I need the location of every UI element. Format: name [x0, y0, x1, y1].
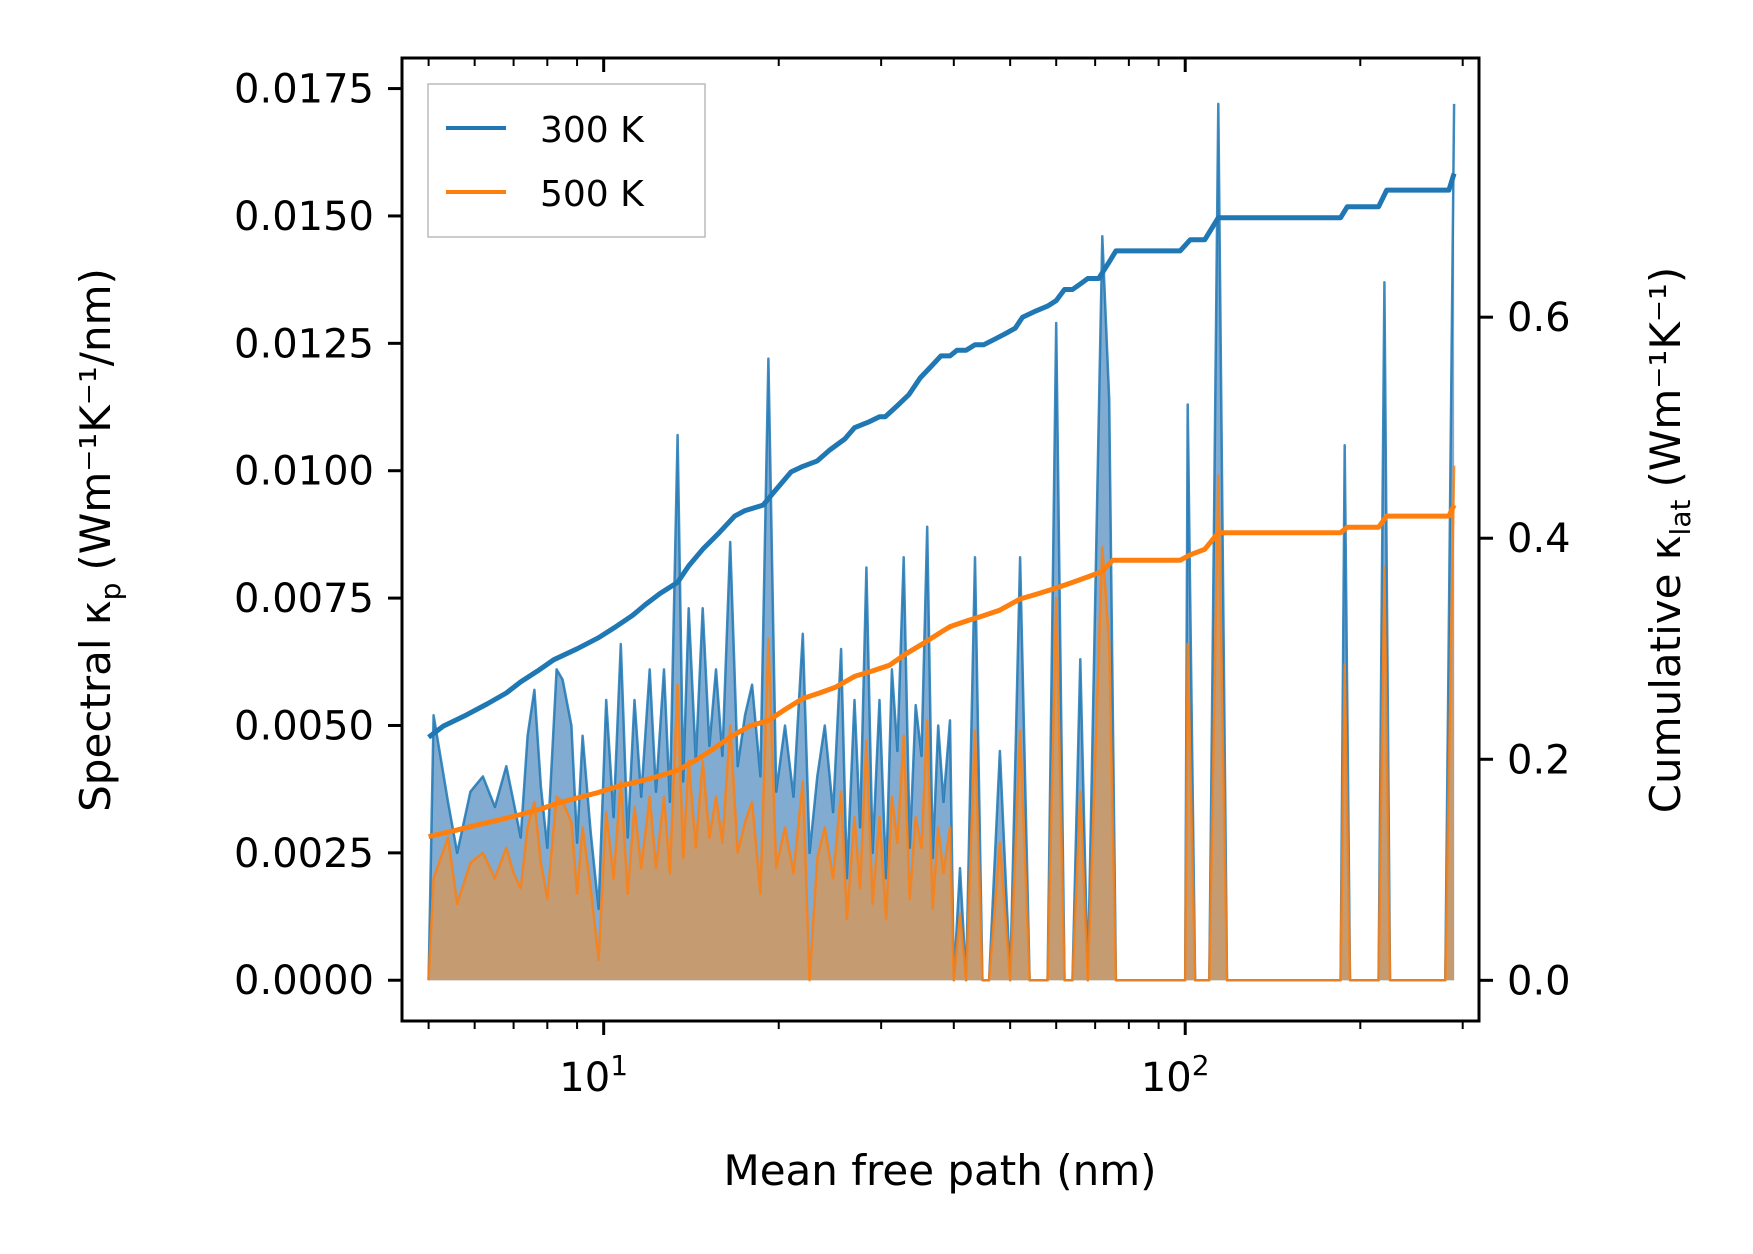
y-right-tick-label: 0.4 [1507, 516, 1571, 562]
plot-layer [427, 102, 1457, 982]
y-left-tick-label: 0.0125 [234, 321, 374, 367]
y-left-label-text: Spectral κ [71, 600, 120, 812]
y-right-tick-label: 0.0 [1507, 958, 1571, 1004]
spectral-line-500k [427, 465, 1456, 982]
legend: 300 K 500 K [427, 83, 706, 238]
cumulative-line-300k [427, 172, 1457, 740]
x-tick-label: 101 [559, 1049, 628, 1101]
y-left-label-subscript: p [94, 583, 127, 601]
spectral-line-300k [427, 102, 1456, 982]
y-left-label-unit: (Wm⁻¹K⁻¹/nm) [71, 268, 120, 570]
y-left-tick-label: 0.0050 [234, 703, 374, 749]
legend-label-300k: 300 K [540, 110, 645, 151]
y-left-tick-label: 0.0075 [234, 576, 374, 622]
y-left-tick-label: 0.0000 [234, 958, 374, 1004]
y-right-axis-label: Cumulative κlat (Wm⁻¹K⁻¹) [1641, 267, 1697, 814]
y-left-tick-label: 0.0175 [234, 67, 374, 113]
y-left-tick-label: 0.0150 [234, 194, 374, 240]
y-right-tick-label: 0.2 [1507, 737, 1571, 783]
x-tick-label: 102 [1141, 1049, 1210, 1101]
legend-box [427, 83, 706, 238]
y-left-tick-label: 0.0100 [234, 449, 374, 495]
y-right-label-subscript: lat [1664, 500, 1697, 536]
ticks-layer: 0.00000.00250.00500.00750.01000.01250.01… [234, 58, 1571, 1101]
cumulative-line-500k [428, 504, 1457, 840]
y-left-axis-label: Spectral κp (Wm⁻¹K⁻¹/nm) [71, 268, 127, 812]
y-right-label-text: Cumulative κ [1641, 535, 1690, 813]
y-right-label-unit: (Wm⁻¹K⁻¹) [1641, 267, 1690, 488]
y-left-tick-label: 0.0025 [234, 831, 374, 877]
x-axis-label: Mean free path (nm) [723, 1146, 1156, 1195]
spectral-fill-500k [428, 465, 1455, 981]
y-right-tick-label: 0.6 [1507, 295, 1571, 341]
legend-label-500k: 500 K [540, 174, 645, 215]
